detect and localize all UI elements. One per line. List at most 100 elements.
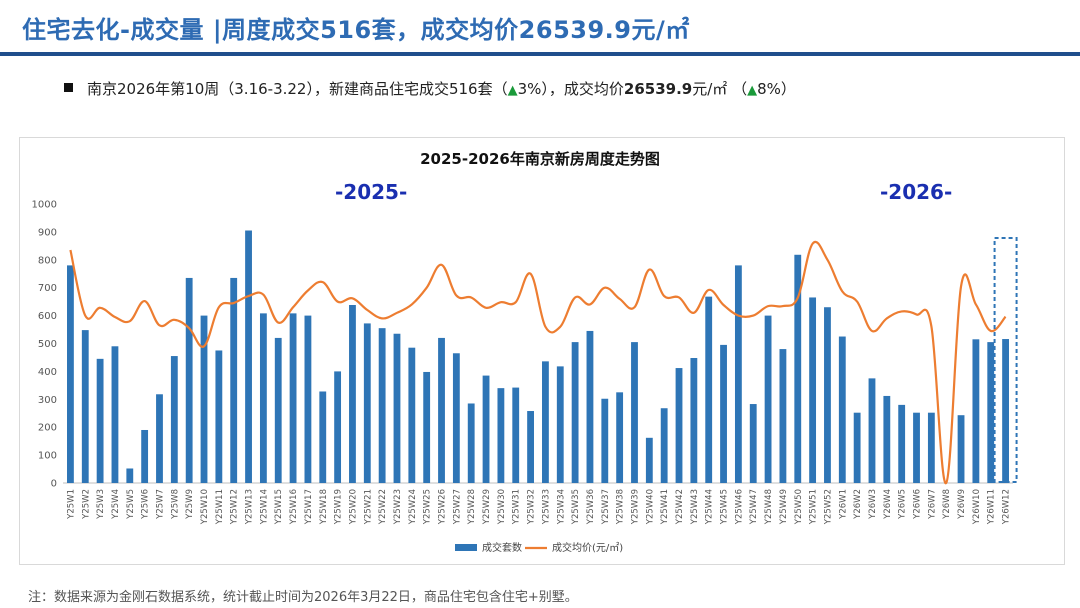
bar-Y25W9: [185, 277, 193, 483]
bar-Y25W26: [438, 337, 445, 483]
x-tick-label: Y26W1: [838, 489, 848, 520]
bar-Y25W27: [452, 353, 460, 483]
summary-line: 南京2026年第10周（3.16-3.22），新建商品住宅成交516套（▲3%）…: [64, 78, 796, 99]
x-tick-label: Y25W6: [141, 489, 151, 520]
latest-week-highlight: [993, 237, 1018, 483]
x-tick-label: Y25W5: [126, 489, 136, 520]
x-tick-label: Y25W7: [155, 489, 165, 520]
bar-Y25W11: [215, 350, 223, 483]
bar-Y26W11: [987, 342, 995, 483]
bar-Y25W22: [378, 328, 386, 483]
bar-Y25W7: [156, 394, 163, 483]
bar-Y25W30: [497, 388, 505, 483]
x-tick-label: Y25W32: [527, 489, 537, 525]
x-tick-label: Y25W38: [616, 489, 626, 525]
x-tick-label: Y26W8: [942, 489, 952, 520]
header-divider: [0, 52, 1080, 56]
x-tick-label: Y26W4: [883, 489, 893, 520]
y-tick-label: 200: [38, 423, 57, 434]
x-tick-label: Y25W47: [749, 489, 759, 525]
x-tick-label: Y25W28: [467, 489, 477, 525]
bar-Y25W3: [96, 358, 104, 483]
bar-Y26W7: [927, 412, 935, 483]
x-tick-label: Y25W18: [319, 489, 329, 525]
x-tick-label: Y25W21: [363, 489, 373, 525]
x-tick-label: Y25W12: [230, 489, 240, 525]
bar-Y25W33: [542, 361, 549, 483]
y-tick-label: 600: [38, 311, 57, 322]
bar-Y25W41: [660, 408, 668, 483]
legend-bar-swatch: [455, 544, 477, 551]
bar-Y25W8: [170, 356, 178, 483]
y-tick-label: 800: [38, 255, 57, 266]
x-tick-label: Y25W8: [170, 489, 180, 520]
bar-Y26W1: [838, 336, 846, 483]
bar-Y25W39: [631, 342, 638, 483]
x-tick-label: Y25W39: [630, 489, 640, 525]
y-tick-label: 400: [38, 367, 57, 378]
x-tick-label: Y26W3: [868, 489, 878, 520]
x-tick-label: Y25W10: [200, 489, 210, 525]
bar-Y25W52: [824, 307, 831, 483]
bar-Y26W2: [853, 412, 861, 483]
x-tick-label: Y25W3: [96, 489, 106, 520]
x-tick-label: Y26W9: [957, 489, 967, 520]
bar-Y25W46: [734, 265, 742, 483]
x-tick-label: Y25W2: [81, 489, 91, 520]
bar-Y25W4: [111, 346, 119, 483]
bar-Y25W36: [586, 330, 594, 483]
bar-Y25W12: [230, 277, 238, 483]
x-tick-label: Y25W50: [794, 489, 804, 525]
x-tick-label: Y25W51: [809, 489, 819, 525]
x-tick-label: Y26W12: [1002, 489, 1012, 525]
bar-Y25W48: [764, 315, 772, 483]
summary-middle: ），成交均价: [541, 80, 624, 98]
bar-Y25W24: [408, 347, 416, 483]
x-tick-label: Y25W43: [690, 489, 700, 525]
bar-Y25W6: [141, 429, 149, 483]
bar-Y26W12: [1002, 339, 1009, 483]
bar-Y25W10: [200, 315, 208, 483]
x-tick-label: Y25W9: [185, 489, 195, 520]
bar-Y25W18: [319, 391, 327, 483]
bar-Y25W31: [512, 387, 520, 483]
x-tick-label: Y25W44: [705, 489, 715, 525]
x-tick-label: Y25W42: [675, 489, 685, 525]
bar-Y25W13: [245, 230, 252, 483]
x-tick-label: Y25W14: [259, 489, 269, 525]
x-tick-label: Y25W33: [541, 489, 551, 525]
bar-Y26W5: [898, 404, 906, 483]
volume-change: 3%: [517, 80, 542, 98]
bar-Y25W29: [482, 375, 490, 483]
x-tick-label: Y25W26: [438, 489, 448, 525]
chart-title: 2025-2026年南京新房周度走势图: [420, 150, 660, 168]
bar-Y25W17: [304, 315, 312, 483]
bar-Y25W47: [749, 404, 757, 483]
x-tick-label: Y25W1: [66, 489, 76, 520]
x-tick-label: Y25W52: [823, 489, 833, 525]
bar-Y25W28: [467, 403, 475, 483]
bar-Y25W42: [675, 368, 683, 483]
price-series-line: [69, 240, 1007, 485]
x-tick-label: Y25W48: [764, 489, 774, 525]
y-tick-label: 700: [38, 283, 57, 294]
bar-Y25W21: [363, 323, 371, 483]
summary-suffix: ）: [780, 80, 796, 98]
x-tick-label: Y26W2: [853, 489, 863, 520]
x-tick-label: Y25W30: [497, 489, 507, 525]
up-arrow-icon: ▲: [747, 83, 758, 98]
bar-Y26W4: [883, 395, 891, 483]
legend-label-price: 成交均价(元/㎡): [552, 541, 623, 554]
up-arrow-icon: ▲: [507, 83, 518, 98]
x-tick-label: Y25W16: [289, 489, 299, 525]
y-tick-label: 900: [38, 227, 57, 238]
x-tick-label: Y26W7: [927, 489, 937, 520]
x-tick-label: Y25W4: [111, 489, 121, 520]
bar-Y26W6: [913, 412, 920, 483]
x-tick-label: Y26W11: [987, 489, 997, 525]
x-tick-label: Y25W31: [512, 489, 522, 525]
legend-label-volume: 成交套数: [482, 541, 522, 554]
bar-Y25W19: [334, 371, 342, 483]
bar-Y25W49: [779, 349, 787, 483]
y-tick-label: 1000: [32, 200, 57, 211]
